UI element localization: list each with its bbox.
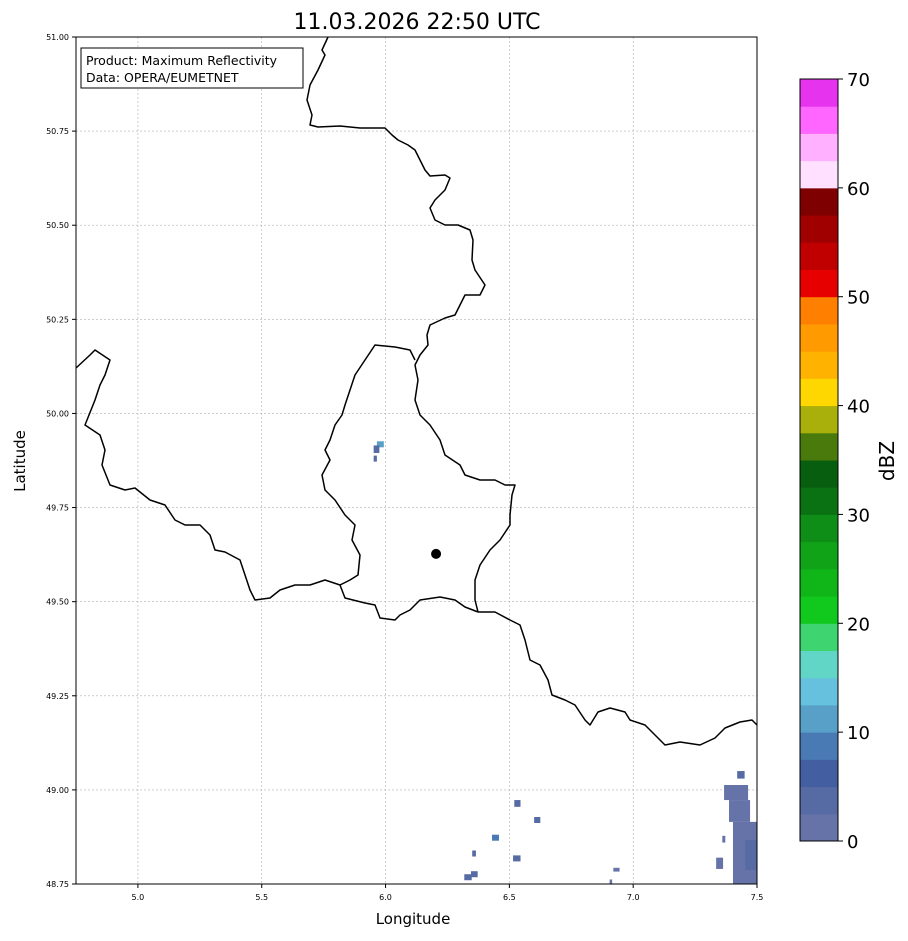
colorbar-bin — [800, 460, 838, 488]
radar-echoes — [373, 441, 757, 884]
colorbar-bin — [800, 187, 838, 216]
radar-echo-cell — [373, 455, 377, 462]
colorbar-bin — [800, 160, 838, 189]
y-tick-label: 49.25 — [46, 692, 69, 701]
colorbar-bin — [800, 378, 838, 407]
colorbar-bin — [800, 242, 838, 270]
info-data-source: Data: OPERA/EUMETNET — [86, 70, 239, 85]
colorbar-bin — [800, 568, 838, 597]
y-axis-ticks: 48.75 49.00 49.25 49.50 49.75 50.00 50.25 50.50… — [46, 33, 76, 889]
radar-echo-cell — [737, 771, 745, 779]
radar-echo-cell — [514, 800, 521, 807]
radar-echo-cell — [609, 879, 613, 884]
border-france-belgium — [75, 349, 341, 601]
radar-echo-cell — [492, 834, 499, 841]
border-luxembourg-france — [339, 584, 479, 621]
colorbar-bin — [800, 405, 838, 434]
colorbar-bin — [800, 650, 838, 679]
colorbar-bin — [800, 759, 838, 788]
radar-echo-cell — [724, 784, 749, 801]
radar-echo-cell — [472, 850, 476, 857]
border-france-germany — [478, 611, 758, 746]
colorbar-bin — [800, 541, 838, 570]
colorbar-tick-label: 10 — [847, 723, 870, 744]
colorbar-bin — [800, 813, 838, 842]
radar-echo-cell — [613, 867, 620, 872]
colorbar-bin — [800, 351, 838, 379]
radar-echo-cell — [464, 874, 472, 881]
x-tick-label: 5.0 — [132, 893, 145, 902]
radar-echo-cell — [373, 445, 380, 453]
colorbar-tick-label: 60 — [847, 179, 870, 200]
border-luxembourg-belgium — [321, 344, 416, 586]
radar-echo-cell — [470, 871, 478, 878]
y-tick-label: 51.00 — [46, 33, 69, 42]
y-tick-label: 50.25 — [46, 315, 69, 324]
colorbar-bin — [800, 323, 838, 352]
colorbar-bin — [800, 704, 838, 733]
colorbar-tick-label: 0 — [847, 832, 858, 853]
location-marker — [431, 548, 442, 559]
colorbar-bin — [800, 432, 838, 461]
y-tick-label: 49.00 — [46, 786, 69, 795]
colorbar-bin — [800, 786, 838, 815]
colorbar-bin — [800, 269, 838, 298]
colorbar-tick-label: 20 — [847, 614, 870, 635]
colorbar-outline — [799, 78, 839, 842]
x-tick-label: 7.0 — [627, 893, 640, 902]
colorbar-bin — [800, 79, 838, 107]
colorbar-bin — [800, 732, 838, 760]
x-tick-label: 6.5 — [503, 893, 516, 902]
y-tick-label: 50.75 — [46, 127, 69, 136]
y-tick-label: 49.75 — [46, 504, 69, 513]
info-box: Product: Maximum Reflectivity Data: OPER… — [80, 47, 304, 89]
colorbar-label: dBZ — [875, 441, 899, 481]
radar-echo-cell — [716, 857, 724, 869]
y-tick-label: 48.75 — [46, 880, 69, 889]
country-borders — [75, 36, 758, 746]
colorbar-bin — [800, 106, 838, 134]
radar-echo-cell — [745, 839, 757, 871]
colorbar-bin — [800, 296, 838, 325]
colorbar: 0 10 20 30 40 50 60 70 — [799, 70, 870, 853]
x-tick-label: 6.0 — [379, 893, 392, 902]
colorbar-tick-label: 70 — [847, 70, 870, 91]
colorbar-bin — [800, 487, 838, 515]
x-tick-label: 5.5 — [255, 893, 268, 902]
y-tick-label: 50.00 — [46, 409, 69, 418]
border-belgium-germany-luxembourg — [306, 36, 516, 613]
map-plot-area: Product: Maximum Reflectivity Data: OPER… — [75, 36, 758, 885]
colorbar-tick-label: 30 — [847, 505, 870, 526]
x-axis-label: Longitude — [376, 910, 451, 928]
colorbar-bin — [800, 623, 838, 651]
radar-echo-cell — [722, 835, 726, 843]
colorbar-bin — [800, 677, 838, 706]
y-tick-label: 50.50 — [46, 221, 69, 230]
radar-echo-cell — [376, 441, 384, 448]
x-tick-label: 7.5 — [751, 893, 764, 902]
colorbar-bin — [800, 514, 838, 543]
y-tick-label: 49.50 — [46, 598, 69, 607]
radar-echo-cell — [729, 800, 751, 822]
radar-echo-cell — [534, 816, 541, 824]
map-title: 11.03.2026 22:50 UTC — [294, 10, 541, 35]
y-axis-label: Latitude — [11, 430, 29, 492]
info-product: Product: Maximum Reflectivity — [86, 53, 278, 68]
colorbar-bin — [800, 596, 838, 624]
colorbar-tick-label: 40 — [847, 397, 870, 418]
colorbar-bin — [800, 133, 838, 162]
x-axis-ticks: 5.0 5.5 6.0 6.5 7.0 7.5 — [132, 884, 764, 902]
radar-echo-cell — [513, 855, 521, 862]
colorbar-bin — [800, 215, 838, 243]
colorbar-tick-label: 50 — [847, 288, 870, 309]
